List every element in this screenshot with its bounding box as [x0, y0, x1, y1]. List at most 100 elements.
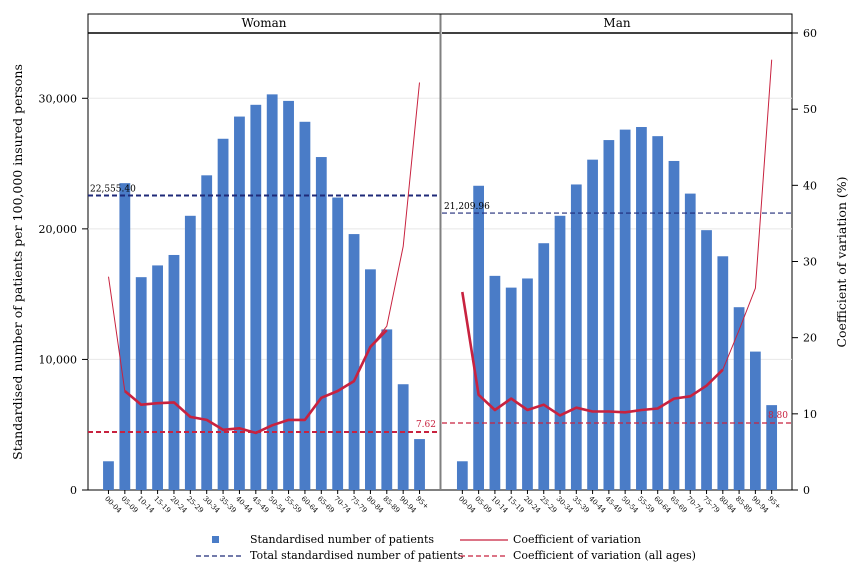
x-tick-label: 25-29	[185, 495, 205, 515]
cv-all-ages-label: 7.62	[416, 420, 436, 430]
bar	[299, 121, 311, 490]
bar	[152, 265, 163, 490]
bar	[489, 275, 501, 490]
x-tick-label: 05-09	[473, 495, 493, 515]
bar	[750, 351, 761, 490]
bar	[603, 140, 615, 490]
x-tick-label: 85-89	[381, 495, 401, 515]
x-tick-label: 45-49	[250, 495, 270, 515]
x-tick-label: 75-79	[349, 495, 369, 515]
y-tick-label: 20,000	[39, 223, 78, 236]
y2-tick-label: 50	[803, 103, 817, 116]
bar	[201, 175, 213, 490]
panel-title: Woman	[241, 16, 286, 30]
x-tick-label: 70-74	[685, 495, 705, 515]
bar	[266, 94, 278, 491]
bar	[135, 277, 147, 490]
x-tick-label: 35-39	[571, 495, 591, 515]
y2-tick-label: 20	[803, 332, 817, 345]
x-tick-label: 65-69	[316, 495, 336, 515]
x-tick-label: 10-14	[489, 495, 509, 515]
bar	[184, 215, 196, 491]
x-tick-label: 30-34	[201, 495, 221, 515]
x-tick-label: 60-64	[300, 495, 320, 515]
legend-label-patients: Standardised number of patients	[250, 533, 434, 546]
bar	[652, 136, 664, 490]
x-tick-label: 80-84	[365, 495, 385, 515]
bar	[217, 138, 229, 490]
x-tick-label: 00-04	[457, 495, 477, 515]
y-tick-label: 0	[70, 484, 77, 497]
bar	[505, 287, 517, 490]
x-tick-label: 75-79	[701, 495, 721, 515]
x-tick-label: 40-44	[587, 495, 607, 515]
x-tick-label: 40-44	[234, 495, 254, 515]
bar	[538, 243, 550, 490]
cv-line-thin	[722, 59, 773, 370]
x-tick-label: 90-94	[750, 495, 770, 515]
x-tick-label: 35-39	[218, 495, 238, 515]
x-tick-label: 85-89	[734, 495, 754, 515]
bar	[250, 104, 262, 491]
bar	[119, 183, 131, 490]
bar	[348, 234, 360, 490]
y-tick-label: 10,000	[39, 353, 78, 366]
bar	[619, 129, 631, 490]
y2-tick-label: 60	[803, 27, 817, 40]
bar	[473, 185, 484, 491]
cv-all-ages-label: 8.80	[768, 411, 788, 421]
bar	[522, 278, 533, 490]
y2-tick-label: 0	[803, 484, 810, 497]
x-tick-label: 70-74	[332, 495, 352, 515]
legend-label-total: Total standardised number of patients	[250, 549, 464, 562]
x-tick-label: 50-54	[267, 495, 287, 515]
x-tick-label: 30-34	[555, 495, 575, 515]
legend-marker-patients	[212, 536, 219, 543]
bar	[554, 215, 566, 491]
y2-tick-label: 30	[803, 256, 817, 269]
bar	[168, 254, 180, 490]
x-tick-label: 00-04	[103, 495, 123, 515]
bar	[587, 159, 598, 490]
y-tick-label: 30,000	[39, 92, 78, 105]
x-tick-label: 60-64	[652, 495, 672, 515]
x-tick-label: 20-24	[169, 495, 189, 515]
x-tick-label: 80-84	[717, 495, 737, 515]
bar	[234, 116, 245, 491]
x-tick-label: 55-59	[283, 495, 303, 515]
bar	[684, 193, 696, 491]
y-axis-title: Standardised number of patients per 100,…	[10, 64, 25, 460]
bar	[717, 256, 729, 490]
x-tick-label: 20-24	[522, 495, 542, 515]
bar	[103, 461, 114, 490]
panel-title: Man	[603, 16, 630, 30]
x-tick-label: 15-19	[506, 495, 526, 515]
bar	[315, 157, 327, 491]
bar	[701, 230, 712, 491]
y2-tick-label: 40	[803, 179, 817, 192]
bar	[332, 197, 344, 490]
legend-label-cv: Coefficient of variation	[513, 533, 641, 546]
y2-axis-title: Coefficient of variation (%)	[834, 176, 849, 347]
bar	[766, 405, 778, 490]
x-tick-label: 05-09	[119, 495, 139, 515]
x-tick-label: 90-94	[398, 495, 418, 515]
x-tick-label: 25-29	[538, 495, 558, 515]
bar	[365, 269, 376, 490]
total-reference-label: 21,209.96	[444, 202, 490, 212]
bar	[456, 461, 468, 490]
cv-line-thin	[108, 82, 420, 392]
bar	[381, 329, 393, 490]
bar	[636, 127, 647, 491]
bar	[414, 439, 425, 490]
cv-line-bold	[123, 329, 388, 435]
x-tick-label: 55-59	[636, 495, 656, 515]
total-reference-label: 22,555.40	[90, 184, 136, 194]
bar	[668, 160, 680, 490]
bar	[733, 307, 745, 490]
x-tick-label: 10-14	[136, 495, 156, 515]
bar	[397, 384, 409, 490]
bar	[283, 100, 294, 490]
